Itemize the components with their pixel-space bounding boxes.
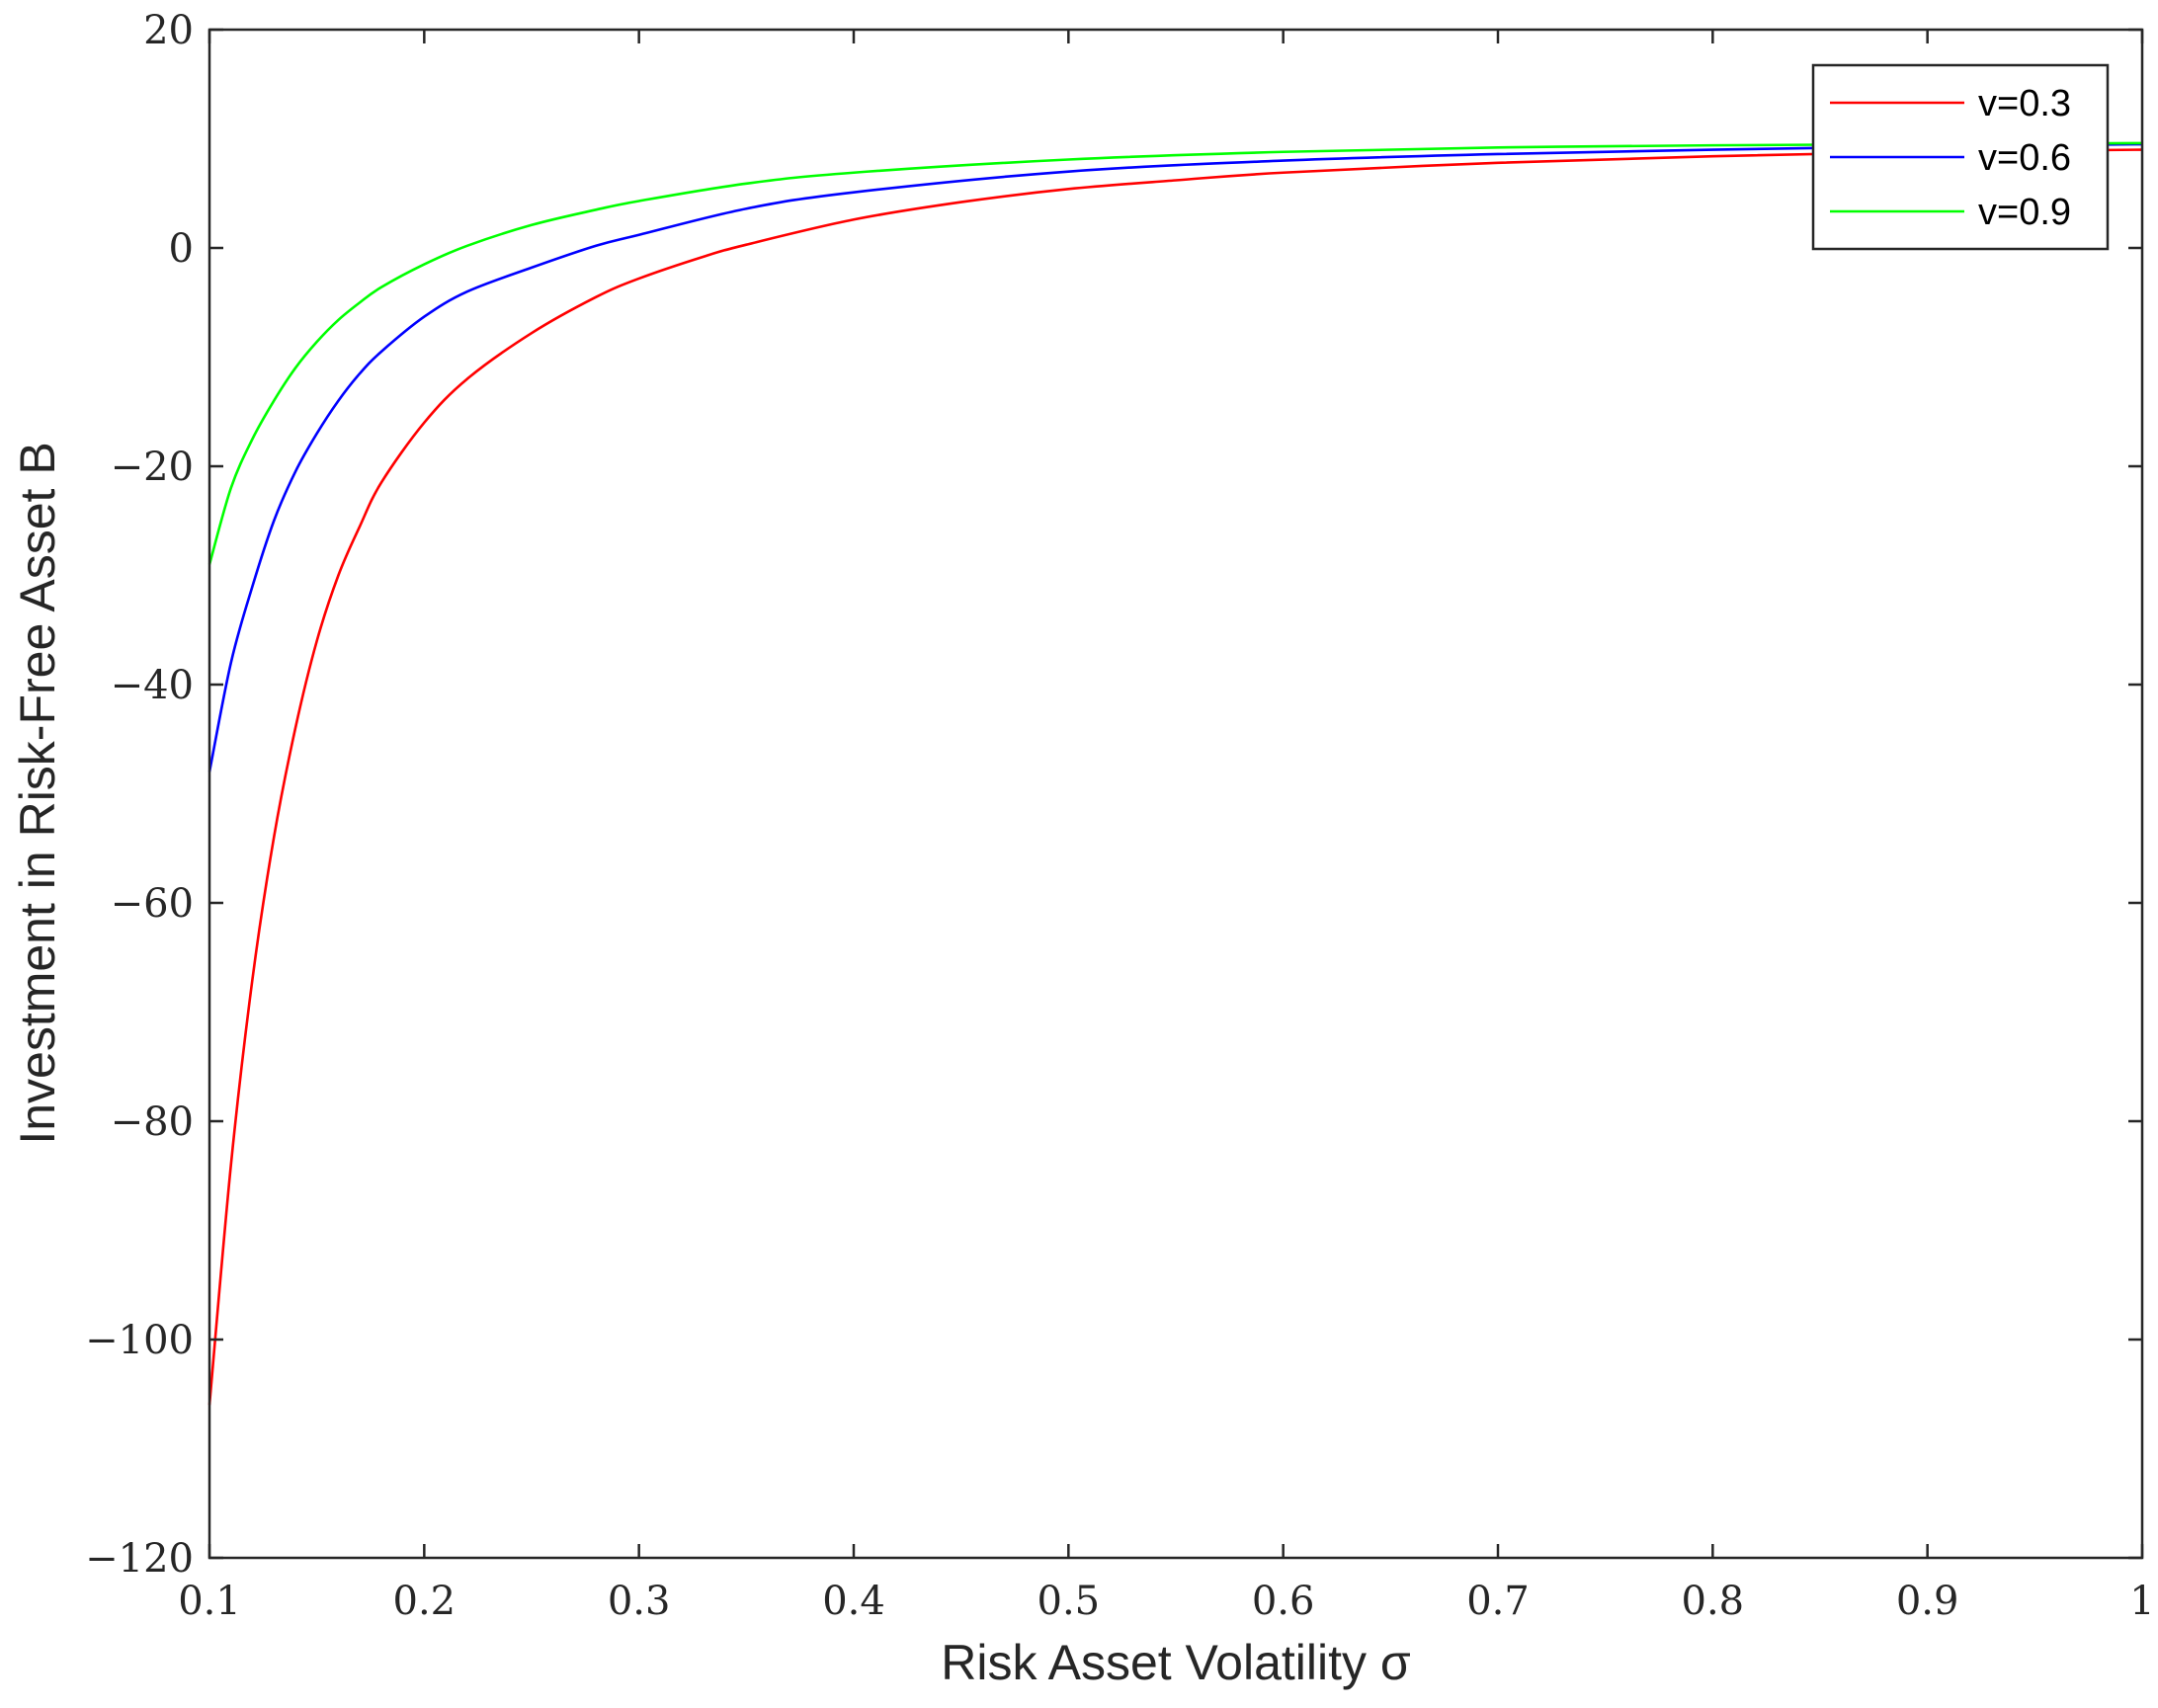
y-tick-label: −40 — [111, 663, 194, 708]
x-axis-title: Risk Asset Volatility σ — [941, 1635, 1411, 1690]
y-tick-label: −20 — [111, 445, 194, 490]
legend-label: v=0.6 — [1978, 137, 2071, 179]
series-line-1 — [208, 148, 2143, 1406]
series-line-3 — [208, 141, 2143, 565]
x-tick-label: 0.5 — [1038, 1579, 1101, 1624]
y-tick-labels: 20 0 −20 −40 −60 −80 −100 −120 — [85, 8, 194, 1582]
y-tick-label: 0 — [169, 226, 194, 272]
legend: v=0.3 v=0.6 v=0.9 — [1811, 63, 2110, 251]
x-tick-labels: 0.1 0.2 0.3 0.4 0.5 0.6 0.7 0.8 0.9 1 — [178, 1579, 2155, 1624]
x-tick-label: 0.3 — [608, 1579, 671, 1624]
x-tick-label: 0.9 — [1896, 1579, 1959, 1624]
y-tick-label: 20 — [143, 8, 194, 53]
x-tick-label: 0.1 — [178, 1579, 241, 1624]
y-tick-label: −100 — [85, 1318, 194, 1363]
x-tick-label: 0.7 — [1466, 1579, 1530, 1624]
x-tick-label: 0.6 — [1252, 1579, 1315, 1624]
x-tick-label: 0.4 — [822, 1579, 885, 1624]
series-layer — [208, 141, 2143, 1406]
y-tick-label: −60 — [111, 881, 194, 927]
plot-area — [209, 30, 2142, 1558]
series-line-2 — [208, 142, 2143, 773]
y-axis-title: Investment in Risk-Free Asset B — [10, 442, 65, 1144]
axes-box — [208, 28, 2144, 1560]
x-tick-label: 1 — [2129, 1579, 2154, 1624]
legend-label: v=0.3 — [1978, 83, 2071, 124]
x-tick-label: 0.2 — [393, 1579, 456, 1624]
y-tick-label: −80 — [111, 1099, 194, 1145]
legend-label: v=0.9 — [1978, 192, 2071, 233]
x-tick-label: 0.8 — [1682, 1579, 1745, 1624]
y-tick-label: −120 — [85, 1536, 194, 1582]
